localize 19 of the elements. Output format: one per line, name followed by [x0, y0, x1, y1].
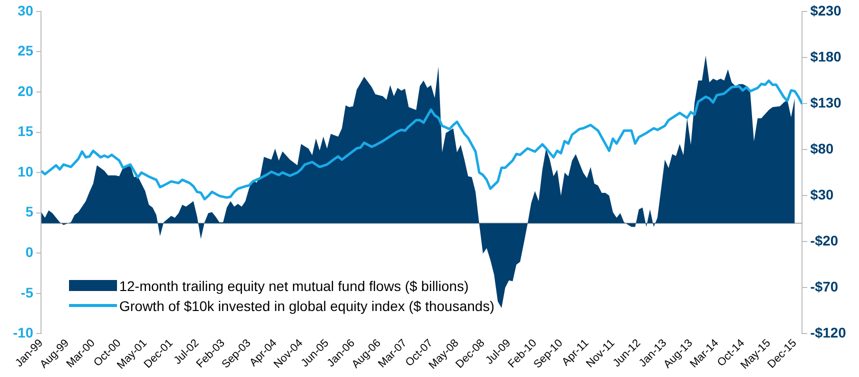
y2-tick-label: $30: [810, 186, 834, 202]
y-tick-label: 5: [25, 204, 34, 220]
y-tick-label: 30: [18, 2, 34, 18]
y-tick-label: 25: [18, 42, 34, 59]
y-tick-label: 10: [18, 163, 34, 180]
y-tick-label: 15: [18, 123, 34, 140]
y2-tick-label: -$20: [810, 232, 838, 248]
y2-tick-label: $180: [810, 48, 842, 64]
legend-label: Growth of $10k invested in global equity index ($ thousands): [119, 296, 494, 316]
y-tick-label: 20: [18, 82, 34, 99]
y-tick-label: 0: [25, 244, 34, 260]
y-tick-label: -10: [13, 324, 34, 341]
legend-label: 12-month trailing equity net mutual fund flows ($ billions): [119, 276, 469, 296]
y2-tick-label: $230: [810, 2, 842, 18]
y-tick-label: -5: [20, 284, 34, 300]
y2-tick-label: -$120: [810, 324, 846, 341]
y2-tick-label: $80: [810, 140, 834, 156]
y2-tick-label: -$70: [810, 278, 838, 295]
y2-tick-label: $130: [810, 94, 842, 110]
